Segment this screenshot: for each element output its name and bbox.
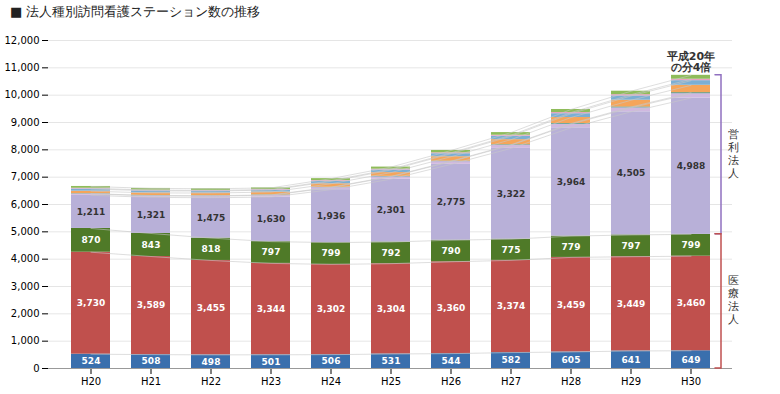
svg-text:9,000: 9,000 [11,117,40,128]
svg-text:0: 0 [33,363,39,374]
svg-text:3,589: 3,589 [137,300,165,310]
svg-text:10,000: 10,000 [5,89,40,100]
svg-text:1,211: 1,211 [77,207,105,217]
svg-text:605: 605 [562,355,581,365]
svg-text:1,321: 1,321 [137,210,165,220]
svg-text:582: 582 [502,355,521,365]
svg-text:3,304: 3,304 [377,304,405,314]
svg-text:8,000: 8,000 [11,144,40,155]
svg-text:3,455: 3,455 [197,303,225,313]
svg-text:H23: H23 [261,376,281,387]
svg-text:3,730: 3,730 [77,298,105,308]
svg-text:6,000: 6,000 [11,199,40,210]
svg-text:H21: H21 [141,376,161,387]
svg-text:3,460: 3,460 [677,298,705,308]
svg-text:3,459: 3,459 [557,300,585,310]
svg-text:H24: H24 [321,376,341,387]
svg-text:2,000: 2,000 [11,308,40,319]
svg-text:3,964: 3,964 [557,177,585,187]
svg-text:3,374: 3,374 [497,301,525,311]
svg-text:524: 524 [82,356,101,366]
svg-text:544: 544 [442,356,461,366]
svg-text:1,475: 1,475 [197,213,225,223]
svg-text:3,322: 3,322 [497,189,525,199]
svg-text:797: 797 [262,247,281,257]
svg-text:506: 506 [322,356,341,366]
svg-text:792: 792 [382,248,401,258]
svg-text:H28: H28 [561,376,581,387]
svg-text:799: 799 [322,248,341,258]
svg-text:営利法人: 営利法人 [728,128,739,180]
svg-text:3,302: 3,302 [317,304,345,314]
svg-text:H22: H22 [201,376,221,387]
svg-text:818: 818 [202,244,221,254]
svg-text:641: 641 [622,355,641,365]
svg-text:H29: H29 [621,376,641,387]
svg-text:1,000: 1,000 [11,335,40,346]
svg-text:501: 501 [262,357,281,367]
svg-text:H30: H30 [681,376,701,387]
svg-text:H26: H26 [441,376,461,387]
svg-text:649: 649 [682,355,701,365]
svg-text:843: 843 [142,240,161,250]
svg-text:531: 531 [382,356,401,366]
svg-text:498: 498 [202,357,221,367]
svg-text:775: 775 [502,245,521,255]
svg-text:平成20年の分4倍: 平成20年の分4倍 [666,50,715,74]
svg-text:4,000: 4,000 [11,253,40,264]
svg-text:7,000: 7,000 [11,171,40,182]
svg-text:H20: H20 [81,376,101,387]
svg-text:12,000: 12,000 [5,35,40,46]
svg-text:799: 799 [682,240,701,250]
svg-text:11,000: 11,000 [5,62,40,73]
svg-text:H27: H27 [501,376,521,387]
svg-text:3,000: 3,000 [11,281,40,292]
svg-text:H25: H25 [381,376,401,387]
html-text:■ 法人種別訪問看護ステーション数の推移: ■ 法人種別訪問看護ステーション数の推移 [10,4,261,19]
svg-text:779: 779 [562,242,581,252]
svg-text:797: 797 [622,241,641,251]
svg-text:3,360: 3,360 [437,303,465,313]
svg-text:1,630: 1,630 [257,214,285,224]
svg-text:870: 870 [82,235,101,245]
svg-text:2,775: 2,775 [437,197,465,207]
svg-text:790: 790 [442,246,461,256]
svg-text:3,344: 3,344 [257,304,285,314]
svg-text:1,936: 1,936 [317,211,345,221]
svg-text:2,301: 2,301 [377,205,405,215]
svg-text:4,988: 4,988 [677,161,705,171]
svg-text:4,505: 4,505 [617,168,645,178]
svg-text:5,000: 5,000 [11,226,40,237]
svg-text:508: 508 [142,356,161,366]
svg-text:医療法人: 医療法人 [728,274,739,326]
svg-text:3,449: 3,449 [617,299,645,309]
